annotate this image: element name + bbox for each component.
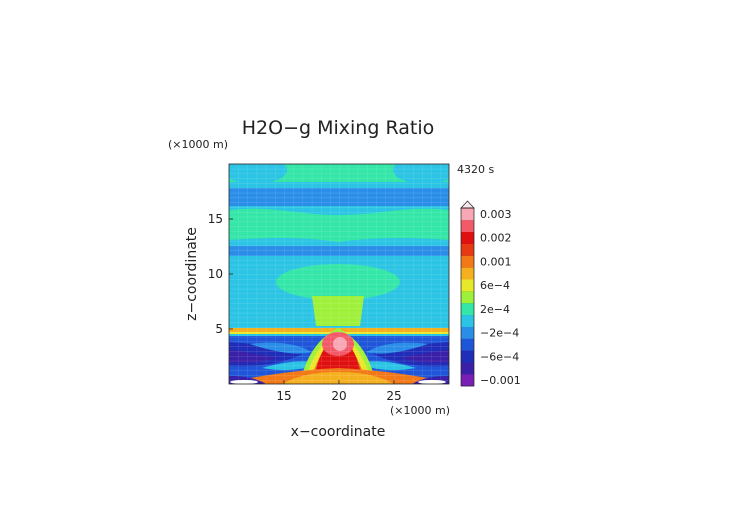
y-tick-label: 15 [208,212,223,226]
colorbar-tick-label: −0.001 [480,374,521,387]
colorbar-swatch [461,231,474,244]
y-axis-label: z−coordinate [184,227,200,321]
x-tick-label: 20 [331,389,346,403]
colorbar-swatch [461,374,474,387]
colorbar-swatch [461,314,474,327]
chart-title: H2O−g Mixing Ratio [242,117,434,139]
colorbar-extend-arrow [460,200,475,209]
colorbar-tick-label: 0.001 [480,255,512,268]
colorbar-swatch [461,243,474,256]
y-tick-label: 10 [208,267,223,281]
x-tick-label: 15 [276,389,291,403]
colorbar-swatch [461,267,474,280]
colorbar-swatch [461,279,474,292]
y-unit-label: (×1000 m) [168,138,228,151]
time-label: 4320 s [457,163,494,176]
colorbar: 0.003 0.002 0.001 6e−4 2e−4 −2e−4 −6e−4 −0.001 [460,200,521,387]
colorbar-tick-label: 0.003 [480,208,512,221]
colorbar-tick-label: 0.002 [480,232,512,245]
x-axis: 15 20 25 [276,380,402,403]
colorbar-tick-label: 2e−4 [480,303,510,316]
colorbar-swatch [461,219,474,233]
grid-overlay [229,164,449,384]
x-unit-label: (×1000 m) [390,404,450,417]
y-axis: 5 10 15 [208,212,233,336]
plot-area [229,164,449,384]
y-tick-label: 5 [215,322,223,336]
colorbar-tick-label: 6e−4 [480,279,510,292]
colorbar-swatch [461,291,474,304]
colorbar-tick-label: −6e−4 [480,350,519,363]
colorbar-swatch [461,255,474,268]
colorbar-swatch [461,326,474,339]
x-axis-label: x−coordinate [291,424,386,440]
colorbar-swatch [461,208,474,221]
colorbar-swatch [461,338,474,351]
colorbar-frame [460,207,475,387]
colorbar-swatch [461,302,474,316]
x-tick-label: 25 [386,389,401,403]
colorbar-swatch [461,350,474,363]
colorbar-tick-label: −2e−4 [480,327,519,340]
colorbar-swatch [461,362,474,375]
